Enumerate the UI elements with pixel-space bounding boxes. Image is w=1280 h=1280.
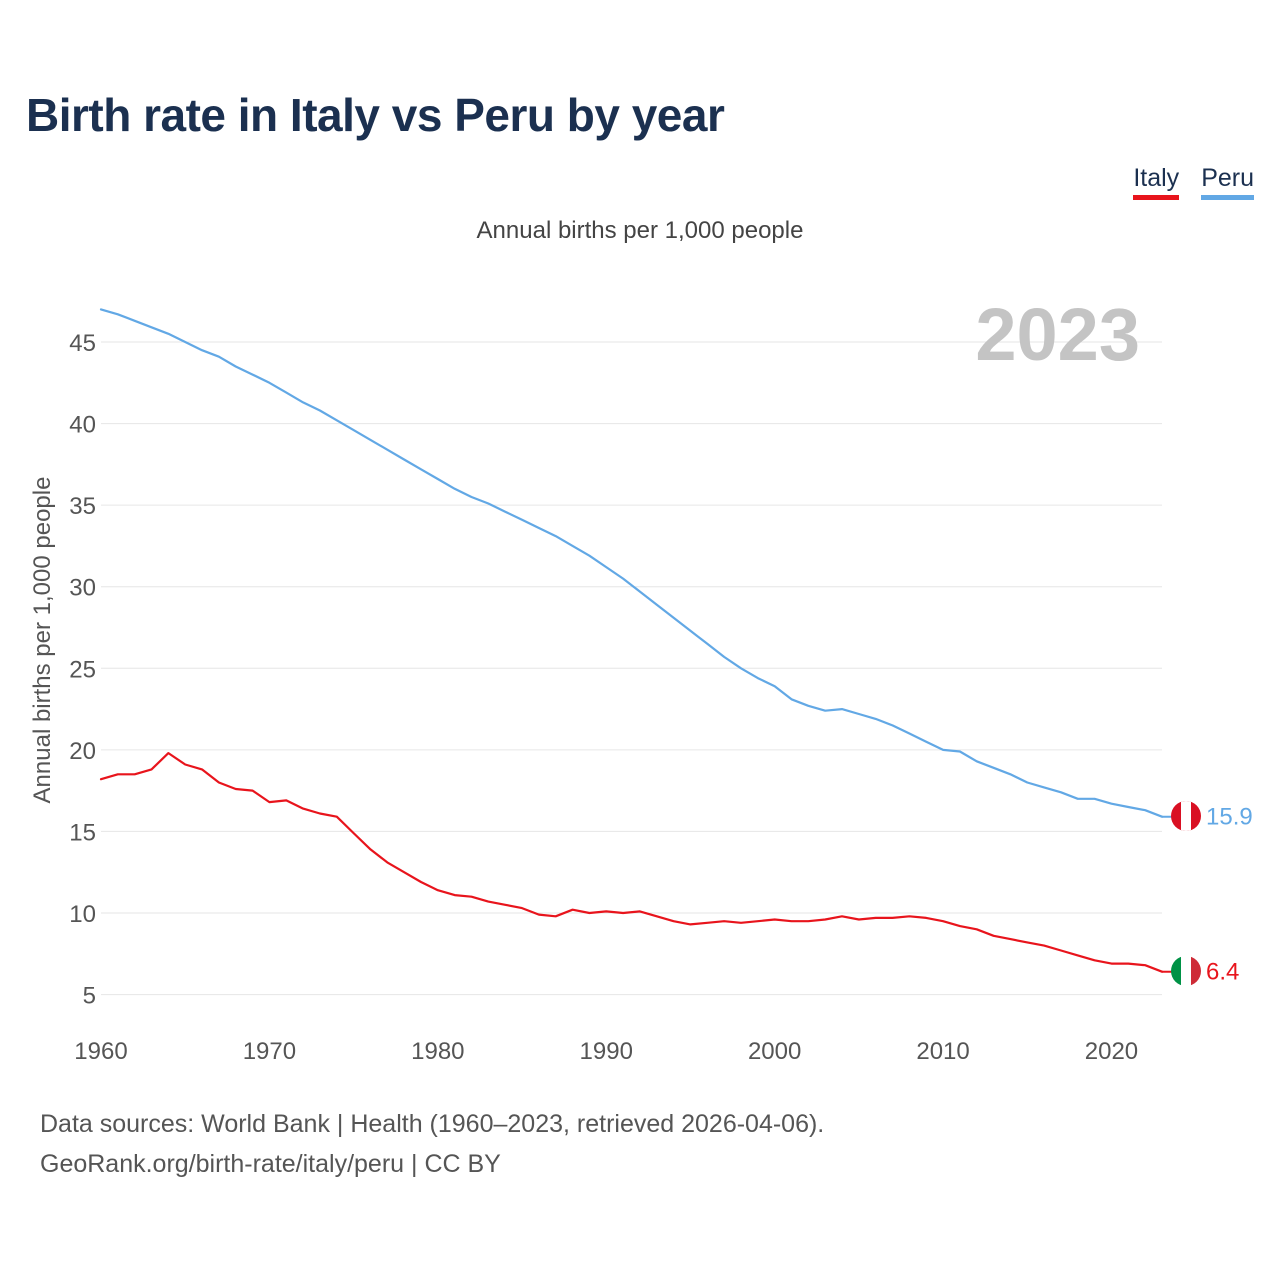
y-tick-label-5: 5 bbox=[83, 983, 96, 1010]
y-axis-ticks: 5 10 15 20 25 30 35 40 45 bbox=[69, 330, 96, 1010]
x-tick-label-1980: 1980 bbox=[411, 1038, 464, 1065]
gridlines bbox=[101, 341, 1162, 996]
legend-item-peru[interactable]: Peru bbox=[1201, 164, 1254, 200]
series-lines bbox=[99, 308, 1172, 973]
legend: Italy Peru bbox=[1133, 164, 1254, 200]
legend-item-italy[interactable]: Italy bbox=[1133, 164, 1180, 200]
y-tick-label-35: 35 bbox=[69, 493, 96, 520]
x-tick-label-2000: 2000 bbox=[748, 1038, 801, 1065]
end-labels: 15.9 6.4 bbox=[1206, 804, 1253, 986]
source-line-2[interactable]: GeoRank.org/birth-rate/italy/peru | CC B… bbox=[40, 1150, 501, 1178]
italy-flag-icon bbox=[1171, 956, 1201, 986]
y-tick-label-30: 30 bbox=[69, 575, 96, 602]
series-line-italy bbox=[99, 751, 1164, 973]
source-line-1: Data sources: World Bank | Health (1960–… bbox=[40, 1110, 825, 1138]
y-tick-label-25: 25 bbox=[69, 656, 96, 683]
source-note: Data sources: World Bank | Health (1960–… bbox=[40, 1104, 824, 1184]
x-tick-label-1960: 1960 bbox=[74, 1038, 127, 1065]
x-tick-label-2010: 2010 bbox=[916, 1038, 969, 1065]
peru-flag-icon bbox=[1171, 801, 1201, 831]
chart-title: Birth rate in Italy vs Peru by year bbox=[26, 89, 725, 141]
line-chart: 2023 5 10 15 20 25 30 35 40 45 1960 1970 1980 1990 2… bbox=[29, 293, 1253, 1065]
x-tick-label-2020: 2020 bbox=[1085, 1038, 1138, 1065]
series-line-peru bbox=[99, 308, 1164, 818]
end-label-peru: 15.9 bbox=[1206, 804, 1253, 831]
y-tick-label-20: 20 bbox=[69, 738, 96, 765]
y-axis-label: Annual births per 1,000 people bbox=[29, 477, 56, 804]
chart-subtitle: Annual births per 1,000 people bbox=[476, 217, 804, 244]
y-tick-label-15: 15 bbox=[69, 819, 96, 846]
x-axis-ticks: 1960 1970 1980 1990 2000 2010 2020 bbox=[74, 1038, 1138, 1065]
end-label-italy: 6.4 bbox=[1206, 959, 1239, 986]
y-tick-label-10: 10 bbox=[69, 901, 96, 928]
y-tick-label-45: 45 bbox=[69, 330, 96, 357]
x-tick-label-1970: 1970 bbox=[243, 1038, 296, 1065]
x-tick-label-1990: 1990 bbox=[580, 1038, 633, 1065]
y-tick-label-40: 40 bbox=[69, 412, 96, 439]
year-overlay: 2023 bbox=[975, 293, 1140, 376]
